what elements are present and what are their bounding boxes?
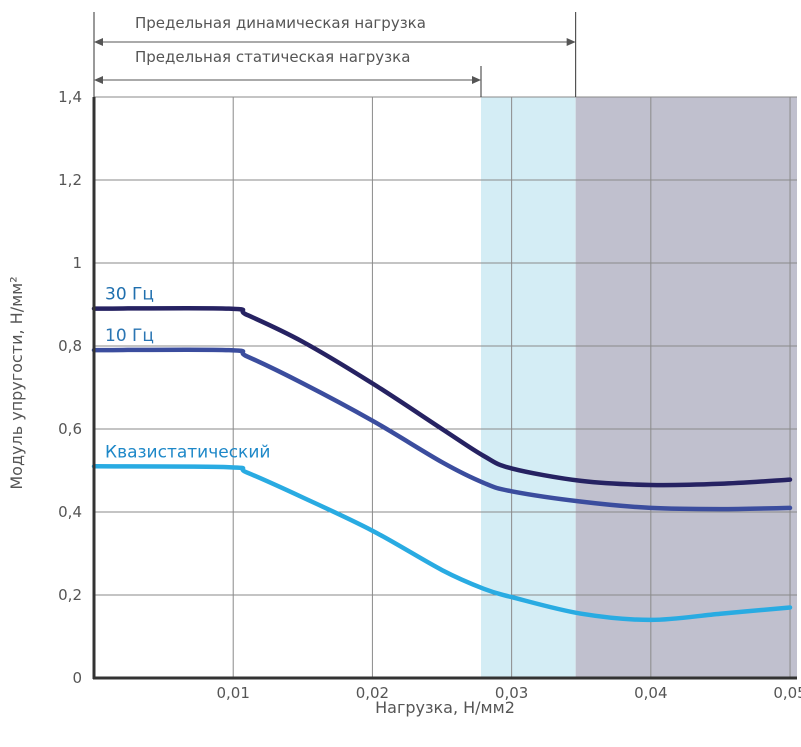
y-tick-label-7: 1,4 <box>58 88 82 106</box>
range-arrowhead-right-0 <box>567 38 576 46</box>
ranges-layer: Предельная динамическая нагрузка Предельн… <box>94 12 576 97</box>
range-arrowhead-right-1 <box>472 76 481 84</box>
shaded-band-1 <box>576 97 797 678</box>
range-arrowhead-left-0 <box>94 38 103 46</box>
range-label-0: Предельная динамическая нагрузка <box>135 14 426 32</box>
bands-layer <box>481 97 797 678</box>
series-label-2: Квазистатический <box>105 442 270 462</box>
y-axis-label: Модуль упругости, Н/мм² <box>7 276 26 489</box>
y-tick-label-3: 0,6 <box>58 420 82 438</box>
y-tick-label-4: 0,8 <box>58 337 82 355</box>
range-label-1: Предельная статическая нагрузка <box>135 48 410 66</box>
y-tick-label-0: 0 <box>72 669 82 687</box>
x-axis-label: Нагрузка, Н/мм2 <box>375 698 515 717</box>
y-tick-label-2: 0,4 <box>58 503 82 521</box>
x-tick-label-0: 0,01 <box>217 684 250 702</box>
series-label-0: 30 Гц <box>105 285 154 305</box>
y-tick-label-1: 0,2 <box>58 586 82 604</box>
x-tick-label-3: 0,04 <box>634 684 667 702</box>
series-label-1: 10 Гц <box>105 326 154 346</box>
labels-layer: 30 Гц 10 Гц Квазистатический <box>105 285 270 463</box>
y-tick-label-5: 1 <box>72 254 82 272</box>
x-tick-label-4: 0,05 <box>773 684 801 702</box>
y-tick-label-6: 1,2 <box>58 171 82 189</box>
range-arrowhead-left-1 <box>94 76 103 84</box>
